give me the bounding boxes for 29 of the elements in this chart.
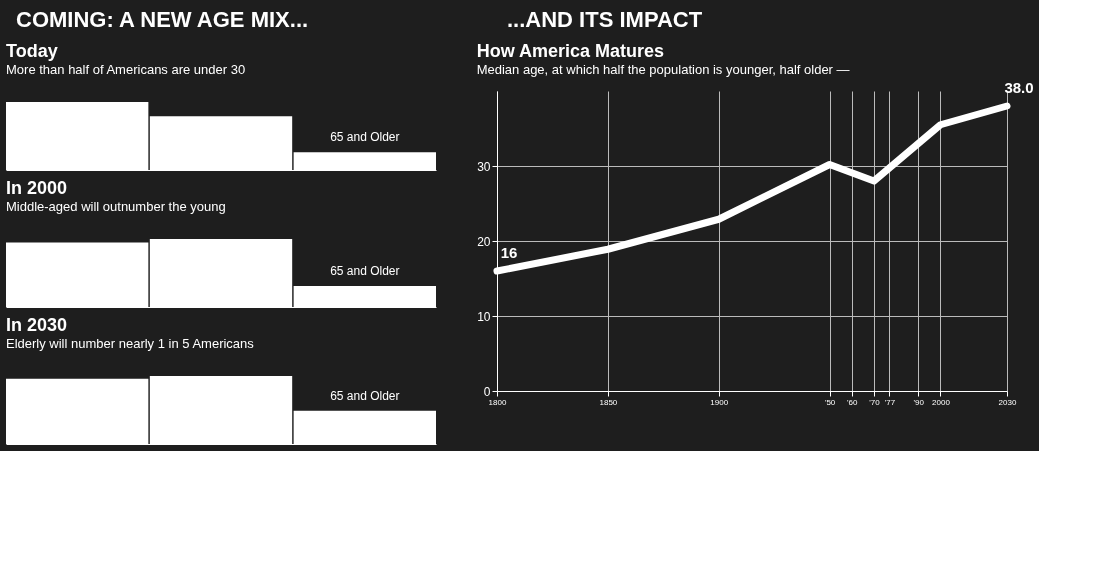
chart-subtitle: Middle-aged will outnumber the young [6, 199, 226, 214]
x-tick-label: '50 [824, 397, 836, 407]
x-tick-label: 65 and Older [330, 263, 400, 278]
x-tick-label: '90 [913, 397, 925, 407]
x-tick-label: 2000 [932, 397, 951, 407]
data-label: 38.0 [1004, 79, 1034, 96]
y-tick-label: 20 [477, 234, 491, 249]
x-tick-label: '77 [884, 397, 896, 407]
x-tick-label: 2030 [998, 397, 1017, 407]
y-tick-label: 10 [477, 309, 491, 324]
x-tick-label: 1900 [710, 397, 729, 407]
x-tick-label: 1800 [488, 397, 507, 407]
chart-title: How America Matures [476, 41, 665, 61]
text: COMING: A NEW AGE MIX... [16, 7, 309, 32]
chart-title: In 2000 [6, 178, 68, 198]
chart-title: Today [6, 41, 58, 61]
y-tick-label: 30 [477, 159, 491, 174]
x-tick-label: 65 and Older [330, 130, 400, 145]
chart-subtitle: More than half of Americans are under 30 [6, 62, 246, 77]
x-tick-label: '60 [847, 397, 859, 407]
data-label: 16 [500, 244, 518, 261]
y-tick-label: 0 [483, 384, 491, 399]
chart-subtitle: Elderly will number nearly 1 in 5 Americans [6, 336, 255, 351]
x-tick-label: '70 [869, 397, 881, 407]
text: ...AND ITS IMPACT [507, 7, 703, 32]
x-tick-label: 1850 [599, 397, 618, 407]
chart-subtitle: Median age, at which half the population is younger, half older — [476, 62, 850, 77]
x-tick-label: 65 and Older [330, 388, 400, 403]
chart-title: In 2030 [6, 315, 68, 335]
